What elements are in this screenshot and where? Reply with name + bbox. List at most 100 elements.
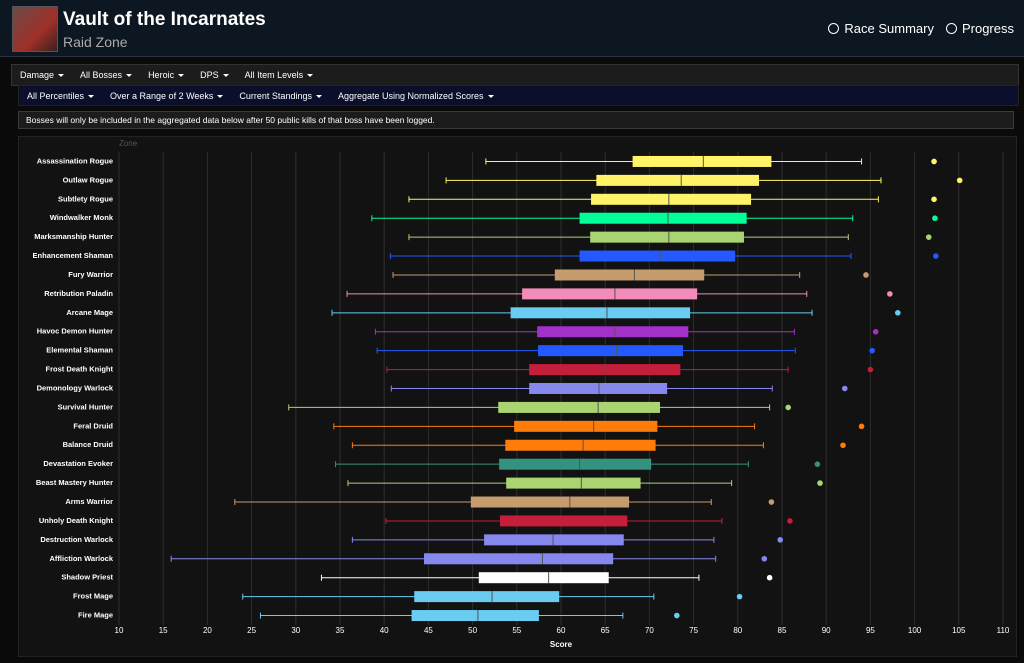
y-tick-label: Frost Death Knight bbox=[46, 365, 114, 374]
box bbox=[579, 250, 736, 262]
filter-dropdown[interactable]: All Item Levels bbox=[237, 70, 322, 80]
outlier bbox=[777, 537, 784, 543]
filter-dropdown[interactable]: Heroic bbox=[140, 70, 192, 80]
filter-dropdown[interactable]: All Bosses bbox=[72, 70, 140, 80]
box bbox=[470, 496, 630, 508]
box bbox=[506, 477, 641, 489]
box bbox=[478, 572, 609, 584]
outlier bbox=[840, 442, 846, 449]
y-tick-label: Enhancement Shaman bbox=[33, 251, 114, 260]
x-tick-label: 60 bbox=[557, 626, 566, 635]
outlier bbox=[933, 253, 939, 259]
x-tick-label: 95 bbox=[866, 626, 875, 635]
box bbox=[538, 345, 683, 357]
box bbox=[514, 420, 658, 432]
outlier bbox=[785, 404, 791, 411]
outlier bbox=[931, 158, 937, 165]
outlier bbox=[766, 574, 773, 581]
y-tick-label: Unholy Death Knight bbox=[39, 516, 114, 525]
filter-bar: Damage All Bosses Heroic DPS All Item Levels bbox=[11, 64, 1019, 86]
outlier bbox=[814, 461, 821, 467]
y-tick-label: Fury Warrior bbox=[68, 270, 113, 279]
axis-label: Zone bbox=[119, 139, 138, 148]
box bbox=[596, 174, 760, 186]
y-tick-label: Affliction Warlock bbox=[50, 554, 114, 563]
x-tick-label: 70 bbox=[645, 626, 654, 635]
filter-bar: All Percentiles Over a Range of 2 Weeks Cu… bbox=[18, 85, 1019, 106]
box bbox=[591, 193, 752, 205]
outlier bbox=[761, 555, 768, 562]
x-tick-label: 20 bbox=[203, 626, 212, 635]
box bbox=[632, 155, 772, 167]
filter-dropdown[interactable]: Aggregate Using Normalized Scores bbox=[330, 91, 502, 101]
chart-bg bbox=[18, 136, 1017, 657]
box bbox=[423, 553, 614, 565]
x-tick-label: 85 bbox=[778, 626, 787, 635]
y-tick-label: Balance Druid bbox=[63, 440, 114, 449]
outlier bbox=[787, 518, 793, 524]
chart: Zone Score 10 15 20 25 30 35 40 45 50 55 60 65 70 75 8… bbox=[18, 136, 1017, 657]
y-tick-label: Destruction Warlock bbox=[40, 535, 113, 544]
box bbox=[500, 515, 628, 527]
x-tick-label: 75 bbox=[689, 626, 698, 635]
y-tick-label: Windwalker Monk bbox=[50, 213, 114, 222]
y-tick-label: Outlaw Rogue bbox=[63, 175, 113, 184]
zone-icon bbox=[12, 6, 58, 52]
header-links: Race Summary Progress bbox=[828, 21, 1014, 36]
box bbox=[411, 610, 539, 622]
y-tick-label: Devastation Evoker bbox=[43, 459, 113, 468]
outlier bbox=[925, 234, 932, 240]
outlier bbox=[867, 366, 874, 373]
outlier bbox=[895, 310, 901, 316]
y-tick-label: Arcane Mage bbox=[66, 308, 113, 317]
outlier bbox=[817, 480, 823, 486]
outlier bbox=[932, 215, 938, 222]
y-tick-label: Survival Hunter bbox=[58, 402, 114, 411]
box bbox=[484, 534, 624, 546]
x-tick-label: 15 bbox=[159, 626, 168, 635]
x-tick-label: 110 bbox=[997, 626, 1010, 635]
y-tick-label: Havoc Demon Hunter bbox=[37, 327, 113, 336]
x-tick-label: 105 bbox=[952, 626, 966, 635]
y-tick-label: Fire Mage bbox=[78, 611, 113, 620]
filter-dropdown[interactable]: DPS bbox=[192, 70, 237, 80]
x-tick-label: 80 bbox=[733, 626, 742, 635]
box bbox=[537, 326, 689, 338]
box bbox=[510, 307, 691, 319]
notice: Bosses will only be included in the aggr… bbox=[18, 111, 1014, 129]
box bbox=[529, 383, 668, 394]
filter-dropdown[interactable]: All Percentiles bbox=[19, 91, 102, 101]
x-tick-label: 50 bbox=[468, 626, 477, 635]
x-tick-label: 35 bbox=[336, 626, 345, 635]
y-tick-label: Assassination Rogue bbox=[37, 156, 113, 165]
x-tick-label: 90 bbox=[822, 626, 831, 635]
box bbox=[499, 458, 652, 470]
outlier bbox=[674, 612, 680, 619]
filter-dropdown[interactable]: Current Standings bbox=[231, 91, 330, 101]
x-axis-title: Score bbox=[550, 640, 573, 649]
outlier bbox=[736, 593, 743, 600]
link[interactable]: Race Summary bbox=[828, 21, 934, 36]
x-tick-label: 100 bbox=[908, 626, 922, 635]
link[interactable]: Progress bbox=[946, 21, 1014, 36]
box bbox=[579, 212, 747, 224]
outlier bbox=[887, 291, 893, 297]
y-tick-label: Elemental Shaman bbox=[46, 346, 113, 355]
box bbox=[498, 401, 661, 413]
filter-dropdown[interactable]: Damage bbox=[12, 70, 72, 80]
box bbox=[554, 269, 705, 281]
outlier bbox=[872, 328, 879, 335]
x-tick-label: 45 bbox=[424, 626, 433, 635]
y-tick-label: Shadow Priest bbox=[61, 573, 113, 582]
y-tick-label: Subtlety Rogue bbox=[58, 194, 113, 203]
x-tick-label: 55 bbox=[512, 626, 521, 635]
title: Vault of the Incarnates bbox=[63, 9, 266, 30]
outlier bbox=[858, 423, 865, 430]
y-tick-label: Frost Mage bbox=[73, 592, 113, 601]
outlier bbox=[869, 347, 875, 354]
y-tick-label: Retribution Paladin bbox=[44, 289, 113, 298]
filter-dropdown[interactable]: Over a Range of 2 Weeks bbox=[102, 91, 231, 101]
y-tick-label: Marksmanship Hunter bbox=[34, 232, 113, 241]
outlier bbox=[841, 385, 848, 392]
